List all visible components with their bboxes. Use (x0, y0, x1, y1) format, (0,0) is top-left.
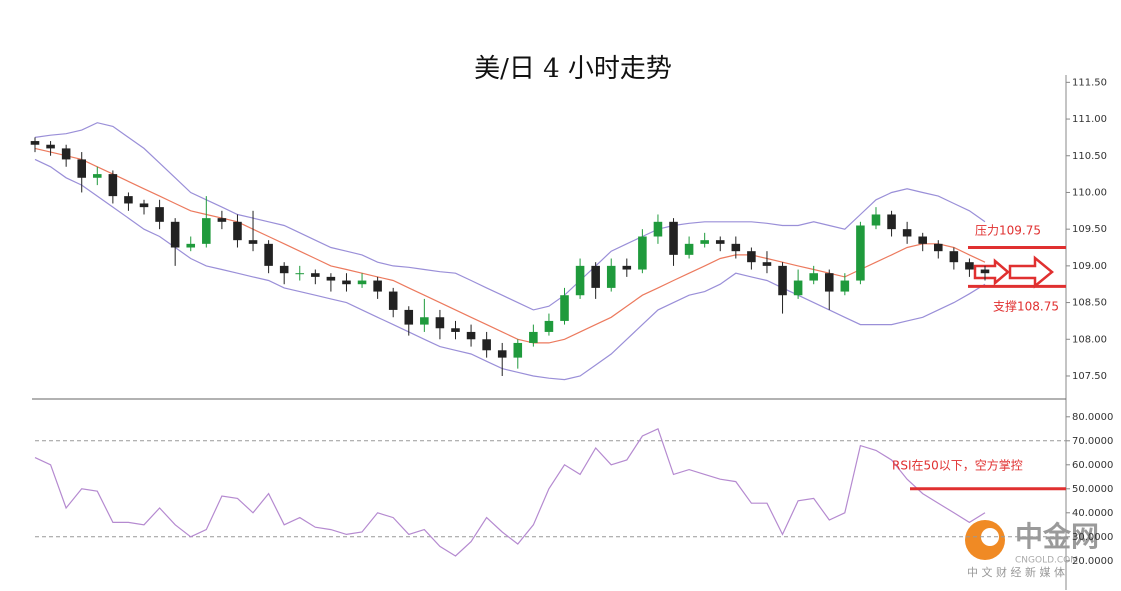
candle-body (809, 273, 818, 281)
candle-body (980, 269, 990, 274)
candle-body (575, 265, 585, 296)
candle-body (77, 159, 87, 178)
y-tick-label: 109.00 (1072, 261, 1107, 272)
candle-body (778, 265, 787, 296)
arrow (973, 258, 1010, 286)
candle-body (108, 174, 118, 197)
candle-body (731, 243, 741, 252)
candle-body (887, 214, 896, 230)
candle-body (918, 236, 927, 244)
candle-body (560, 295, 569, 321)
candle-body (420, 317, 429, 325)
candle-body (513, 342, 523, 358)
series-line (34, 122, 986, 311)
chart-title: 美/日 4 小时走势 (474, 54, 672, 84)
candle-body (186, 243, 196, 248)
series-line (34, 427, 986, 557)
candle-body (591, 265, 600, 288)
annotation: 支撑108.75 (993, 299, 1059, 314)
candle-body (669, 221, 678, 255)
candle-body (497, 350, 507, 358)
y-tick-label: 40.0000 (1072, 508, 1113, 519)
y-tick-label: 109.50 (1072, 224, 1107, 235)
candle-body (279, 265, 289, 274)
arrow (1008, 255, 1054, 289)
candle-body (762, 262, 772, 266)
y-tick-label: 30.0000 (1072, 532, 1113, 543)
series-line (34, 147, 986, 344)
candle-body (529, 331, 538, 343)
y-tick-label: 70.0000 (1072, 436, 1113, 447)
y-tick-label: 111.00 (1072, 114, 1107, 125)
candle-body (295, 273, 305, 275)
y-tick-label: 108.50 (1072, 298, 1107, 309)
candle-body (93, 174, 102, 178)
candle-body (606, 265, 616, 288)
candle-body (30, 141, 40, 145)
candle-body (715, 240, 725, 244)
candle-body (482, 339, 491, 351)
annotation: RSI在50以下，空方掌控 (892, 458, 1023, 473)
candle-body (357, 280, 367, 285)
y-tick-label: 20.0000 (1072, 556, 1113, 567)
candle-body (435, 317, 445, 329)
y-tick-label: 108.00 (1072, 334, 1107, 345)
candle-body (965, 262, 974, 270)
candle-body (451, 328, 460, 332)
candle-body (61, 148, 71, 160)
candle-body (840, 280, 850, 292)
candle-body (871, 214, 881, 226)
candle-body (326, 276, 336, 281)
y-tick-label: 80.0000 (1072, 412, 1113, 423)
candle-body (933, 243, 943, 252)
candle-body (544, 320, 554, 332)
candle-body (155, 207, 164, 222)
candle-body (404, 309, 414, 325)
candle-body (824, 273, 834, 292)
candle-body (700, 240, 709, 244)
watermark: 中金网 CNGOLD.COM 中 文 财 经 新 媒 体 (965, 520, 1099, 579)
candle-body (653, 221, 663, 237)
candle-body (747, 251, 756, 263)
candle-body (638, 236, 647, 270)
watermark-slogan: 中 文 财 经 新 媒 体 (967, 565, 1065, 579)
candle-body (217, 218, 227, 222)
y-tick-label: 110.00 (1072, 187, 1107, 198)
candle-body (622, 265, 632, 270)
annotation: 压力109.75 (975, 224, 1041, 238)
candle-body (684, 243, 694, 255)
candle-body (170, 221, 180, 248)
candle-body (46, 144, 55, 149)
candle-body (466, 331, 476, 340)
y-tick-label: 50.0000 (1072, 484, 1113, 495)
candle-body (139, 203, 149, 208)
candle-body (373, 280, 382, 292)
y-tick-label: 111.50 (1072, 77, 1107, 88)
candle-body (388, 291, 398, 310)
candle-body (248, 240, 258, 244)
candle-body (311, 273, 320, 277)
candle-body (902, 229, 912, 237)
candle-body (793, 280, 803, 296)
candle-body (124, 196, 133, 204)
watermark-site: CNGOLD.COM (1015, 556, 1078, 566)
candle-body (233, 221, 242, 241)
y-tick-label: 60.0000 (1072, 460, 1113, 471)
candle-body (342, 280, 351, 285)
y-tick-label: 110.50 (1072, 151, 1107, 162)
candle-body (856, 225, 865, 281)
candle-body (202, 218, 211, 244)
y-tick-label: 107.50 (1072, 371, 1107, 382)
series-line (34, 158, 986, 381)
candle-body (949, 251, 959, 263)
candle-body (264, 243, 273, 266)
